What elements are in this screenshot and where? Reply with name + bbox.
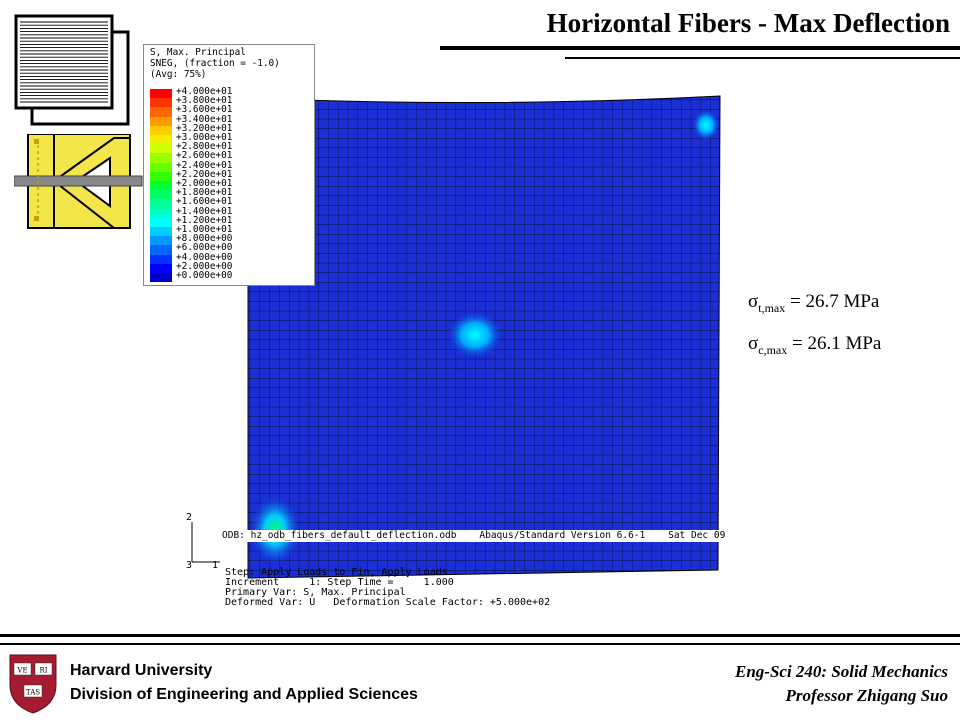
shield-text-ve: VE (16, 667, 27, 675)
legend-value: +0.000e+00 (176, 270, 233, 281)
legend-swatch (150, 116, 172, 126)
fiber-sheets-icon (14, 14, 130, 126)
legend-swatch (150, 162, 172, 172)
legend-swatch (150, 245, 172, 255)
deformed-var-info: Deformed Var: U Deformation Scale Factor… (225, 597, 551, 608)
legend-value: +2.000e+00 (176, 260, 233, 272)
stress-hotspot-center (447, 311, 503, 359)
legend-swatch (150, 181, 172, 191)
legend-value: +2.600e+01 (176, 150, 233, 162)
fea-contour-plot (247, 95, 721, 579)
legend-swatch (150, 273, 172, 283)
division-name: Division of Engineering and Applied Scie… (70, 686, 418, 703)
odb-info-line: ODB: hz_odb_fibers_default_deflection.od… (222, 530, 726, 541)
professor-name: Professor Zhigang Suo (785, 686, 948, 705)
legend-swatch (150, 199, 172, 209)
legend-value: +1.800e+01 (176, 187, 233, 199)
footer-rule (0, 634, 960, 637)
legend-swatch (150, 217, 172, 227)
axis-triad (191, 522, 220, 563)
axis-1-label: 1 (212, 560, 219, 571)
legend-value: +1.000e+01 (176, 224, 233, 235)
legend-value: +8.000e+00 (176, 233, 233, 245)
compression-stress-label: σc,max = 26.1 MPa (748, 333, 882, 357)
title-rule (440, 46, 960, 50)
legend-swatch (150, 144, 172, 154)
legend-swatch (150, 236, 172, 246)
legend-value: +2.200e+01 (176, 168, 233, 180)
axis-3-label: 3 (186, 560, 193, 571)
step-info: Step: Apply Loads to Fin, Apply Loads (225, 567, 448, 578)
legend-title-2: SNEG, (fraction = -1.0) (150, 58, 280, 69)
shield-text-tas: TAS (26, 689, 40, 697)
legend-swatch (150, 107, 172, 117)
legend-swatch (150, 254, 172, 264)
legend-swatch (150, 89, 172, 99)
legend-value: +1.200e+01 (176, 214, 233, 226)
footer-subrule (0, 643, 960, 645)
stress-hotspot-corner (692, 109, 720, 141)
legend-value: +1.600e+01 (176, 196, 233, 208)
legend-value: +3.400e+01 (176, 113, 233, 125)
legend-title-3: (Avg: 75%) (150, 69, 207, 80)
legend-value: +2.800e+01 (176, 141, 233, 153)
fin-specimen-icon (14, 134, 143, 229)
legend-swatch (150, 153, 172, 163)
legend-value: +1.400e+01 (176, 205, 233, 217)
legend-value: +3.600e+01 (176, 104, 233, 116)
legend-swatch (150, 227, 172, 237)
legend-value: +6.000e+00 (176, 242, 233, 254)
page-title: Horizontal Fibers - Max Deflection (546, 8, 950, 38)
legend-value: +2.000e+01 (176, 178, 233, 189)
legend-value: +2.400e+01 (176, 159, 233, 171)
legend-value: +3.200e+01 (176, 122, 233, 134)
course-name: Eng-Sci 240: Solid Mechanics (735, 662, 948, 681)
legend-title-1: S, Max. Principal (150, 47, 246, 58)
legend-value: +3.000e+01 (176, 132, 233, 143)
legend-swatch (150, 208, 172, 218)
legend-swatch (150, 171, 172, 181)
university-name: Harvard University (70, 662, 213, 679)
legend-value: +3.800e+01 (176, 95, 233, 107)
legend-swatch (150, 263, 172, 273)
odb-info-bar (222, 530, 842, 542)
legend-value: +4.000e+01 (176, 86, 233, 97)
legend-swatch (150, 190, 172, 200)
harvard-shield-logo: VE RI TAS (9, 654, 57, 714)
primary-var-info: Primary Var: S, Max. Principal (225, 587, 406, 598)
increment-info: Increment 1: Step Time = 1.000 (225, 577, 454, 588)
legend-swatch (150, 98, 172, 108)
legend-swatch (150, 125, 172, 135)
axis-2-label: 2 (186, 512, 193, 523)
shield-text-ri: RI (39, 667, 47, 675)
legend-value: +4.000e+00 (176, 251, 233, 263)
tension-stress-label: σt,max = 26.7 MPa (748, 291, 880, 315)
legend-swatch (150, 135, 172, 145)
title-subrule (565, 57, 960, 59)
